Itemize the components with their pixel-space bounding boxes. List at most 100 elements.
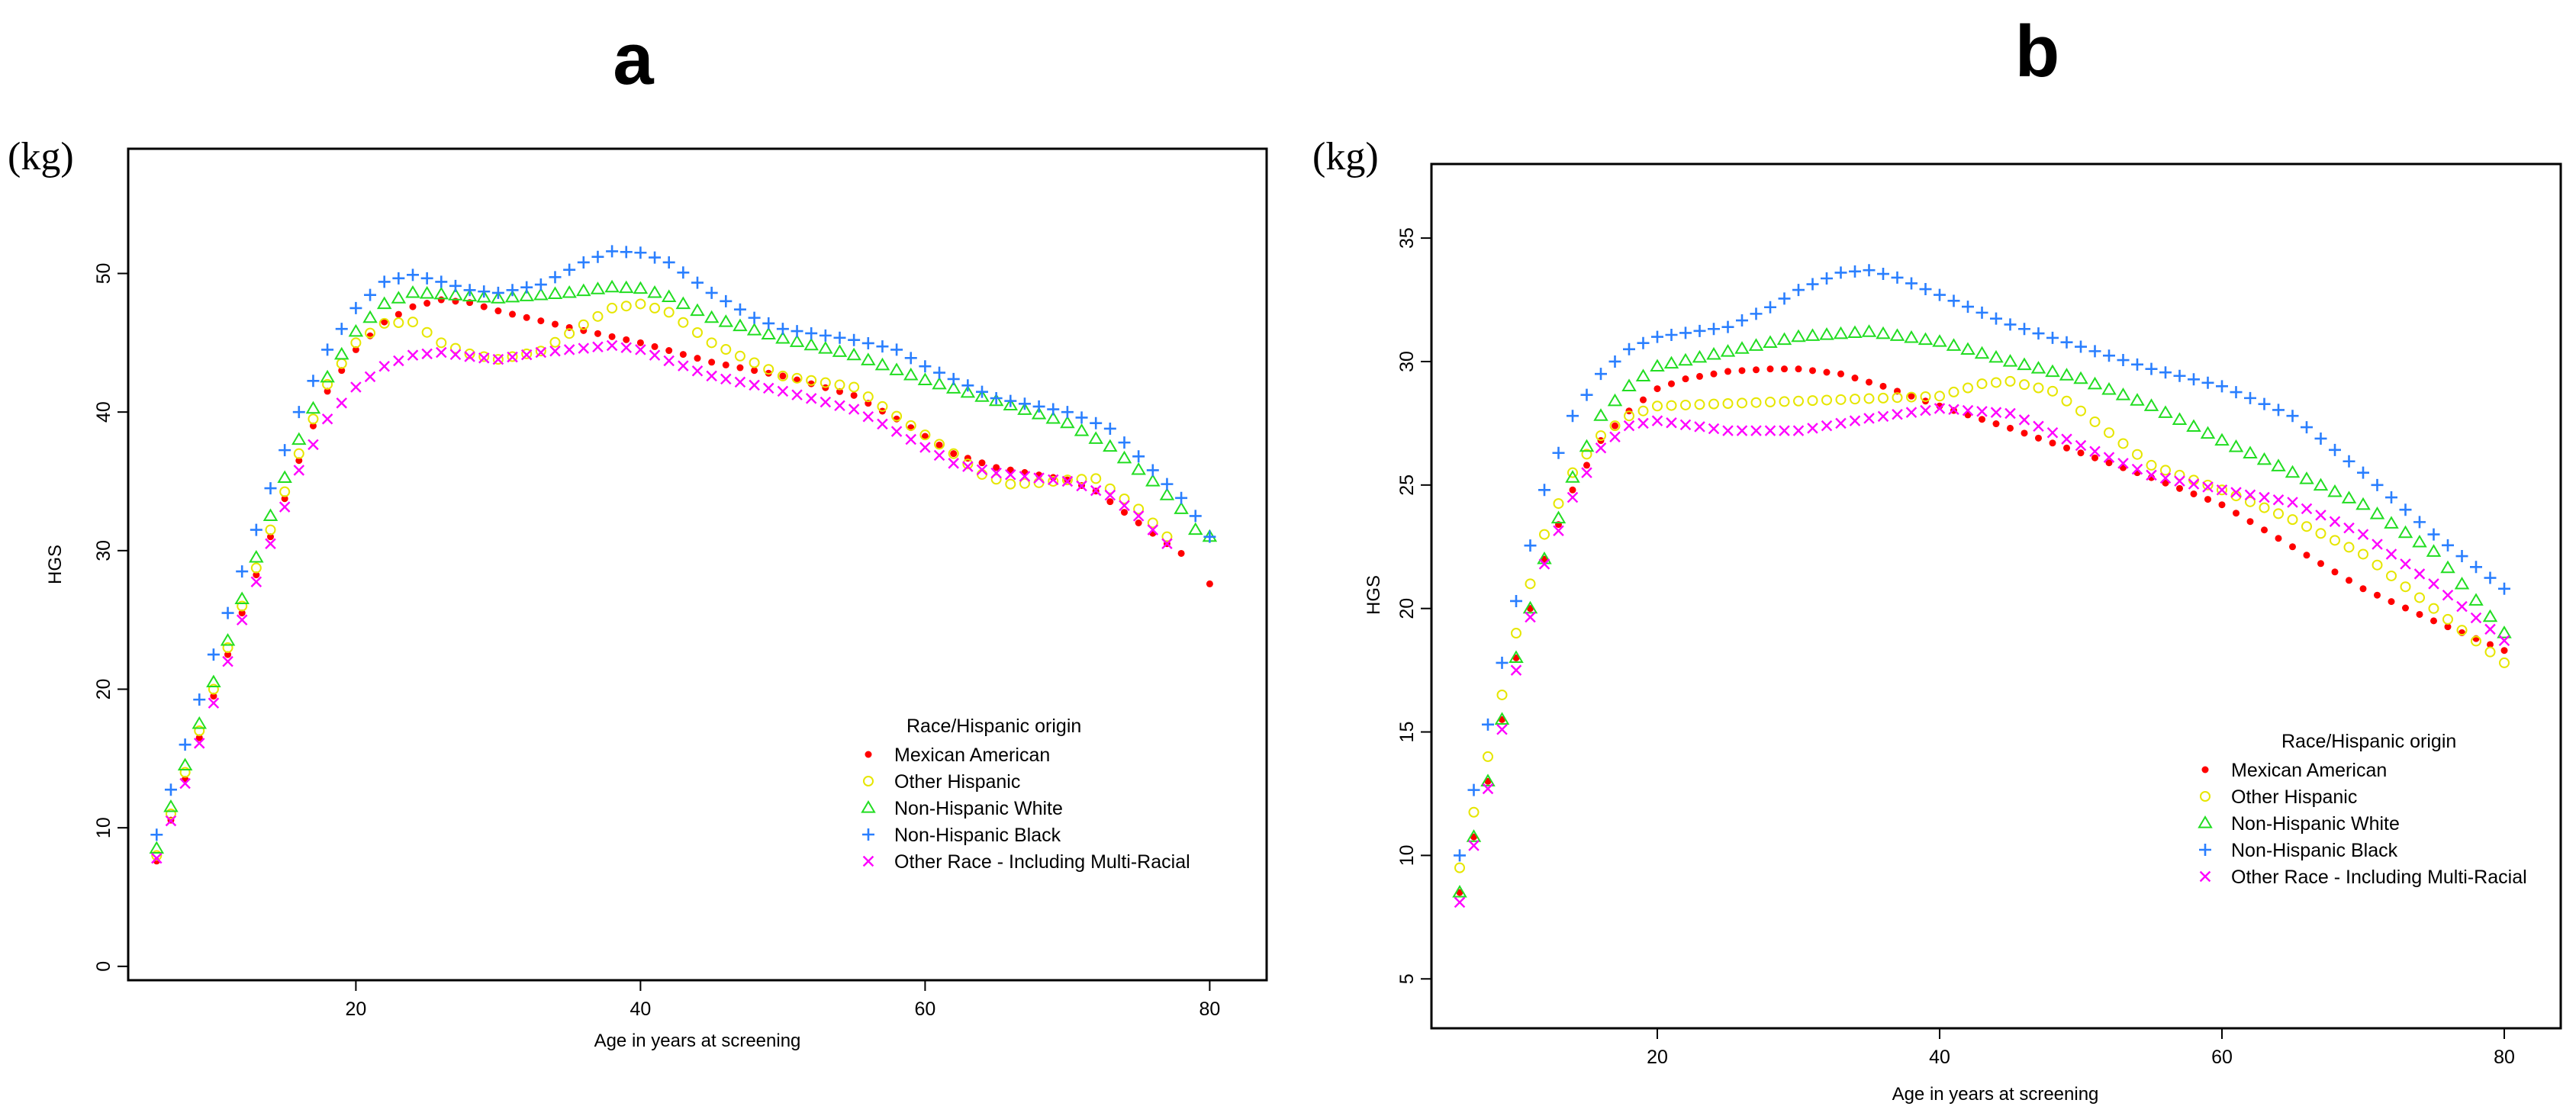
data-point: [1206, 580, 1213, 587]
data-point: [1145, 474, 1161, 487]
data-point: [1990, 312, 2002, 325]
data-point: [2233, 510, 2240, 517]
data-point: [976, 464, 988, 476]
data-point: [2303, 552, 2310, 559]
data-point: [463, 284, 476, 297]
data-point: [1159, 487, 1175, 500]
data-point: [1524, 539, 1537, 552]
data-point: [1779, 425, 1790, 436]
x-tick-label: 20: [1647, 1047, 1668, 1068]
data-point: [1133, 503, 1145, 515]
data-point: [222, 642, 233, 653]
data-point: [376, 296, 392, 310]
data-point: [623, 336, 630, 343]
data-point: [1750, 307, 1763, 320]
data-point: [2259, 491, 2270, 503]
data-point: [335, 323, 348, 336]
axes-b: 20 40 60 80 5 10 15 20 25 30 35: [1396, 227, 2515, 1068]
data-point: [491, 291, 506, 304]
data-point: [1806, 278, 1819, 291]
data-point: [905, 433, 916, 445]
data-point: [1962, 301, 1974, 314]
legend-marker: [2201, 766, 2209, 773]
data-point: [2498, 582, 2510, 595]
data-point: [2217, 484, 2227, 496]
data-point: [2030, 361, 2046, 374]
x-tick-label: 80: [2494, 1047, 2515, 1068]
data-point: [1539, 529, 1550, 540]
data-point: [661, 289, 677, 302]
data-point: [948, 458, 959, 469]
data-point: [1764, 301, 1776, 314]
data-point: [2402, 604, 2409, 612]
data-point: [690, 303, 705, 317]
data-point: [350, 381, 362, 393]
data-point: [1833, 326, 1849, 339]
data-point: [749, 357, 760, 368]
data-point: [1821, 272, 1833, 285]
data-point: [364, 371, 376, 383]
data-point: [1106, 498, 1114, 506]
data-point: [1652, 400, 1663, 412]
data-point: [2077, 449, 2085, 457]
legend-entry: Mexican American: [2231, 760, 2387, 781]
data-point: [1048, 474, 1059, 486]
data-point: [1696, 372, 1703, 380]
data-point: [934, 439, 945, 450]
data-point: [492, 353, 504, 365]
data-point: [850, 391, 858, 399]
data-point: [1468, 840, 1480, 851]
data-points-a: [149, 245, 1218, 865]
data-point: [1879, 382, 1887, 390]
data-point: [1905, 407, 1918, 418]
data-point: [1161, 478, 1174, 490]
data-point: [1863, 264, 1876, 277]
data-point: [1609, 420, 1621, 432]
data-point: [2385, 548, 2397, 560]
data-point: [1032, 400, 1045, 413]
data-point: [2271, 458, 2286, 471]
data-point: [890, 426, 903, 437]
data-point: [1805, 328, 1821, 341]
data-point: [633, 281, 649, 294]
data-point: [1766, 365, 1774, 373]
data-point: [1567, 410, 1579, 423]
data-point: [179, 777, 191, 790]
data-point: [2143, 398, 2159, 411]
data-point: [794, 376, 801, 384]
data-point: [452, 297, 459, 305]
data-point: [1906, 391, 1917, 403]
data-point: [746, 323, 762, 336]
data-point: [547, 286, 563, 299]
data-point: [2484, 623, 2496, 635]
data-point: [2202, 481, 2214, 493]
data-point: [1119, 494, 1130, 505]
data-point: [1104, 489, 1116, 501]
legend-marker: [862, 828, 874, 841]
data-point: [874, 357, 890, 371]
data-point: [1694, 399, 1705, 410]
data-point: [1019, 471, 1031, 482]
data-point: [904, 352, 917, 365]
data-point: [1147, 517, 1158, 529]
data-point: [1823, 368, 1831, 376]
data-point: [834, 379, 845, 391]
data-point: [1061, 406, 1074, 419]
data-point: [1550, 510, 1567, 524]
data-point: [193, 693, 206, 706]
data-point: [606, 245, 619, 258]
data-point: [2343, 542, 2355, 553]
data-point: [308, 439, 319, 451]
legend-title-a: Race/Hispanic origin: [906, 716, 1081, 737]
x-tick-label: 40: [630, 999, 651, 1020]
legend-entry: Other Hispanic: [894, 771, 1020, 793]
data-point: [150, 828, 163, 841]
data-point: [1920, 391, 1931, 402]
data-point: [1722, 398, 1734, 410]
data-point: [1175, 491, 1188, 504]
data-point: [1525, 578, 1536, 590]
data-point: [1791, 329, 1806, 343]
data-point: [1722, 425, 1734, 436]
data-point: [607, 302, 618, 314]
